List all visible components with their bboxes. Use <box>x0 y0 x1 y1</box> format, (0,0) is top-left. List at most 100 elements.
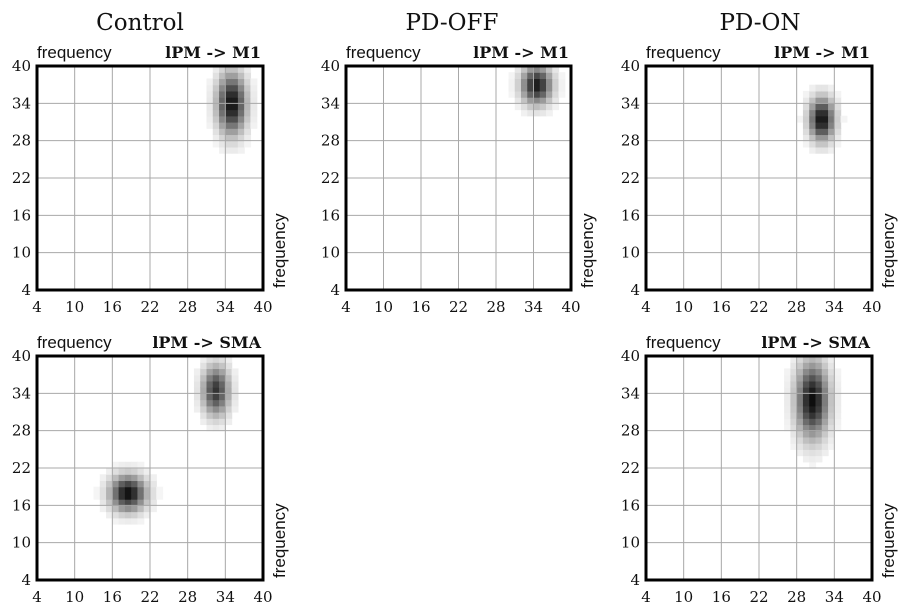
heat-cell <box>815 115 823 123</box>
heat-cell <box>231 115 239 123</box>
heat-cell <box>200 393 208 401</box>
heat-cell <box>809 115 817 123</box>
heat-cell <box>796 418 804 426</box>
y-tick-label: 28 <box>12 132 31 150</box>
heat-cell <box>231 122 239 129</box>
heat-cell <box>219 393 226 401</box>
heat-cell <box>790 393 798 401</box>
heat-cell <box>790 356 798 363</box>
heat-cell <box>219 128 226 136</box>
heat-cell <box>533 66 541 73</box>
heat-cell <box>809 405 817 413</box>
x-tick-label: 10 <box>674 298 693 316</box>
heat-cell <box>200 374 208 382</box>
heat-cell <box>815 146 823 154</box>
heat-cell <box>527 90 535 98</box>
heat-cell <box>552 78 560 86</box>
heat-cell <box>206 109 214 117</box>
heat-cell <box>828 374 835 382</box>
heat-cell <box>809 430 817 438</box>
heat-cell <box>231 128 239 136</box>
heat-cell <box>828 443 835 450</box>
heat-cell <box>521 97 528 104</box>
heat-cell <box>112 517 120 525</box>
x-tick-label: 16 <box>103 298 122 316</box>
heat-cell <box>99 505 107 513</box>
heat-cell <box>558 78 566 86</box>
heat-cell <box>131 499 139 506</box>
heat-cell <box>212 78 220 86</box>
heat-cell <box>552 97 560 104</box>
heat-cell <box>244 109 252 117</box>
heat-cell <box>539 97 547 104</box>
heat-cell <box>237 128 245 136</box>
heat-cell <box>237 134 245 142</box>
heat-cell <box>521 66 528 73</box>
y-axis-label: frequency <box>37 43 112 62</box>
heat-cell <box>219 368 226 376</box>
heat-cell <box>796 399 804 407</box>
heat-cell <box>834 368 842 376</box>
heat-cell <box>514 72 522 80</box>
heat-cell <box>828 90 835 98</box>
heat-cell <box>212 84 220 92</box>
heat-cell <box>244 72 252 80</box>
y-tick-label: 34 <box>321 94 340 112</box>
heat-cell <box>112 499 120 506</box>
x-tick-label: 34 <box>825 588 844 606</box>
heat-cell <box>815 356 823 363</box>
heat-cell <box>809 128 817 136</box>
heat-cell <box>219 115 226 123</box>
heat-cell <box>231 405 239 413</box>
heat-cell <box>809 134 817 142</box>
heat-cell <box>815 90 823 98</box>
y-tick-label: 16 <box>621 206 640 224</box>
heat-cell <box>815 362 823 370</box>
heat-cell <box>131 474 139 482</box>
heat-cell <box>539 90 547 98</box>
heat-cell <box>802 90 810 98</box>
heat-cell <box>206 78 214 86</box>
heat-cell <box>802 418 810 426</box>
heat-cell <box>815 103 823 111</box>
heat-cell <box>796 443 804 450</box>
heat-cell <box>802 424 810 432</box>
heat-cell <box>796 405 804 413</box>
heat-cell <box>99 486 107 494</box>
heat-cell <box>790 424 798 432</box>
heat-cell <box>809 393 817 401</box>
y-tick-label: 10 <box>621 244 640 262</box>
heat-cell <box>533 84 541 92</box>
connection-title: lPM -> M1 <box>165 43 261 62</box>
heat-cell <box>790 374 798 382</box>
heat-cell <box>99 474 107 482</box>
y-tick-label: 28 <box>621 132 640 150</box>
heat-cell <box>206 103 214 111</box>
y-tick-label: 16 <box>12 206 31 224</box>
heat-cell <box>809 455 817 463</box>
y-tick-label: 34 <box>12 384 31 402</box>
heat-cell <box>546 97 553 104</box>
heat-cell <box>809 368 817 376</box>
heat-cell <box>815 412 823 419</box>
heat-cell <box>809 449 817 457</box>
heat-cell <box>821 128 829 136</box>
heat-cell <box>834 90 842 98</box>
heat-cell <box>118 461 126 469</box>
y-tick-label: 34 <box>12 94 31 112</box>
heat-cell <box>193 374 201 382</box>
heat-cell <box>112 480 120 488</box>
heat-cell <box>802 115 810 123</box>
heat-cell <box>809 380 817 388</box>
heat-cell <box>250 122 258 129</box>
heat-cell <box>784 418 791 426</box>
heat-cell <box>552 103 560 111</box>
heat-cell <box>558 90 566 98</box>
y-tick-label: 16 <box>321 206 340 224</box>
heatmap-panel: 44 10 10 16 16 22 22 28 28 34 34 40 40 frequency lPM -… <box>12 43 289 316</box>
heat-cell <box>546 84 553 92</box>
heat-cell <box>124 517 132 525</box>
heat-cell <box>533 78 541 86</box>
heat-cell <box>237 72 245 80</box>
heat-cell <box>212 115 220 123</box>
